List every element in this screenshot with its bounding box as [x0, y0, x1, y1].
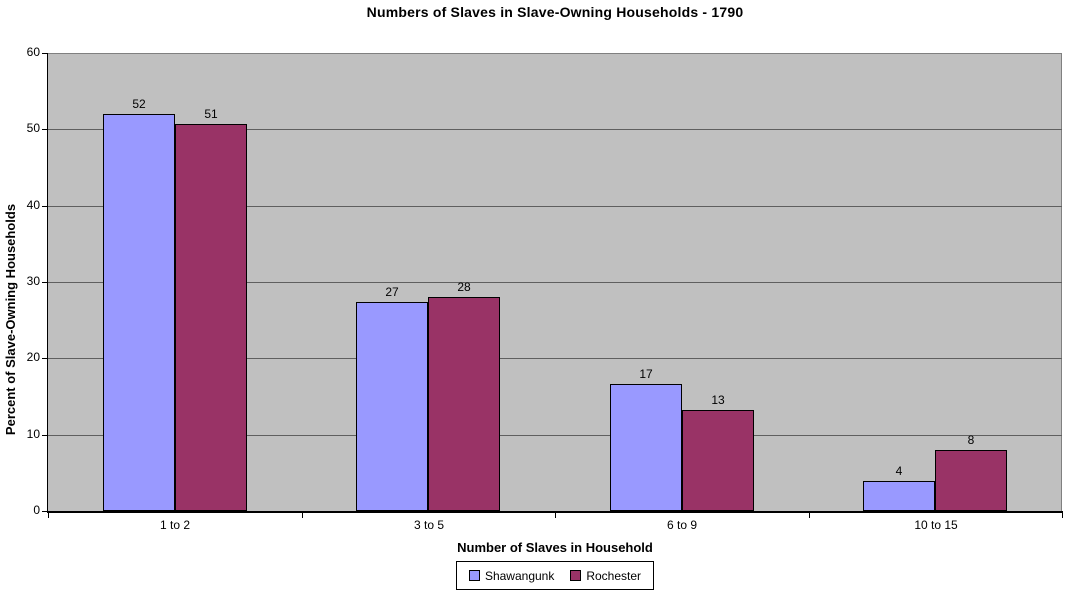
value-label: 17 [639, 366, 653, 381]
y-axis-title-text: Percent of Slave-Owning Households [3, 203, 19, 435]
bar-rochester-10to15 [935, 449, 1007, 511]
y-tick-mark [42, 282, 48, 283]
y-tick-label: 10 [26, 427, 40, 441]
bar-shawangunk-6to9 [610, 383, 682, 511]
bar-shawangunk-1to2 [103, 114, 175, 511]
legend-label-rochester: Rochester [586, 568, 642, 583]
y-tick-mark [42, 435, 48, 436]
legend-item-rochester: Rochester [570, 569, 641, 583]
category-label: 10 to 15 [914, 518, 958, 532]
y-tick-label: 40 [26, 198, 40, 212]
value-label: 28 [457, 280, 471, 295]
bar-rochester-3to5 [428, 297, 500, 511]
x-axis-title: Number of Slaves in Household [457, 540, 653, 555]
y-tick-label: 60 [26, 45, 40, 59]
y-tick-mark [42, 129, 48, 130]
y-tick-label: 50 [26, 121, 40, 135]
value-label: 4 [895, 464, 903, 479]
x-tick-mark [48, 511, 49, 518]
y-tick-mark [42, 511, 48, 512]
x-tick-mark [302, 511, 303, 518]
bar-rochester-1to2 [175, 123, 247, 511]
legend-swatch-rochester [570, 570, 582, 581]
value-label: 13 [711, 393, 725, 408]
x-tick-mark [809, 511, 810, 518]
bar-rochester-6to9 [682, 410, 754, 511]
value-label: 8 [967, 432, 975, 447]
bar-shawangunk-3to5 [356, 301, 428, 511]
chart-title: Numbers of Slaves in Slave-Owning Househ… [366, 4, 744, 20]
x-tick-mark [1062, 511, 1063, 518]
value-label: 52 [132, 97, 146, 112]
y-tick-label: 30 [26, 274, 40, 288]
value-label: 27 [385, 284, 399, 299]
gridline [48, 435, 1062, 436]
value-label: 51 [204, 106, 218, 121]
bar-shawangunk-10to15 [863, 481, 935, 511]
category-label: 3 to 5 [413, 518, 445, 532]
legend-label-shawangunk: Shawangunk [484, 568, 555, 583]
gridline [48, 282, 1062, 283]
gridline [48, 206, 1062, 207]
legend-swatch-shawangunk [468, 570, 480, 581]
y-tick-label: 0 [33, 503, 40, 517]
y-tick-mark [42, 53, 48, 54]
gridline [48, 129, 1062, 130]
legend: Shawangunk Rochester [48, 561, 1062, 590]
gridline [48, 358, 1062, 359]
y-tick-label: 20 [26, 350, 40, 364]
category-label: 1 to 2 [159, 518, 191, 532]
x-tick-mark [555, 511, 556, 518]
category-label: 6 to 9 [666, 518, 698, 532]
legend-box: Shawangunk Rochester [455, 561, 655, 590]
legend-item-shawangunk: Shawangunk [468, 568, 555, 583]
y-tick-mark [42, 358, 48, 359]
y-tick-mark [42, 206, 48, 207]
